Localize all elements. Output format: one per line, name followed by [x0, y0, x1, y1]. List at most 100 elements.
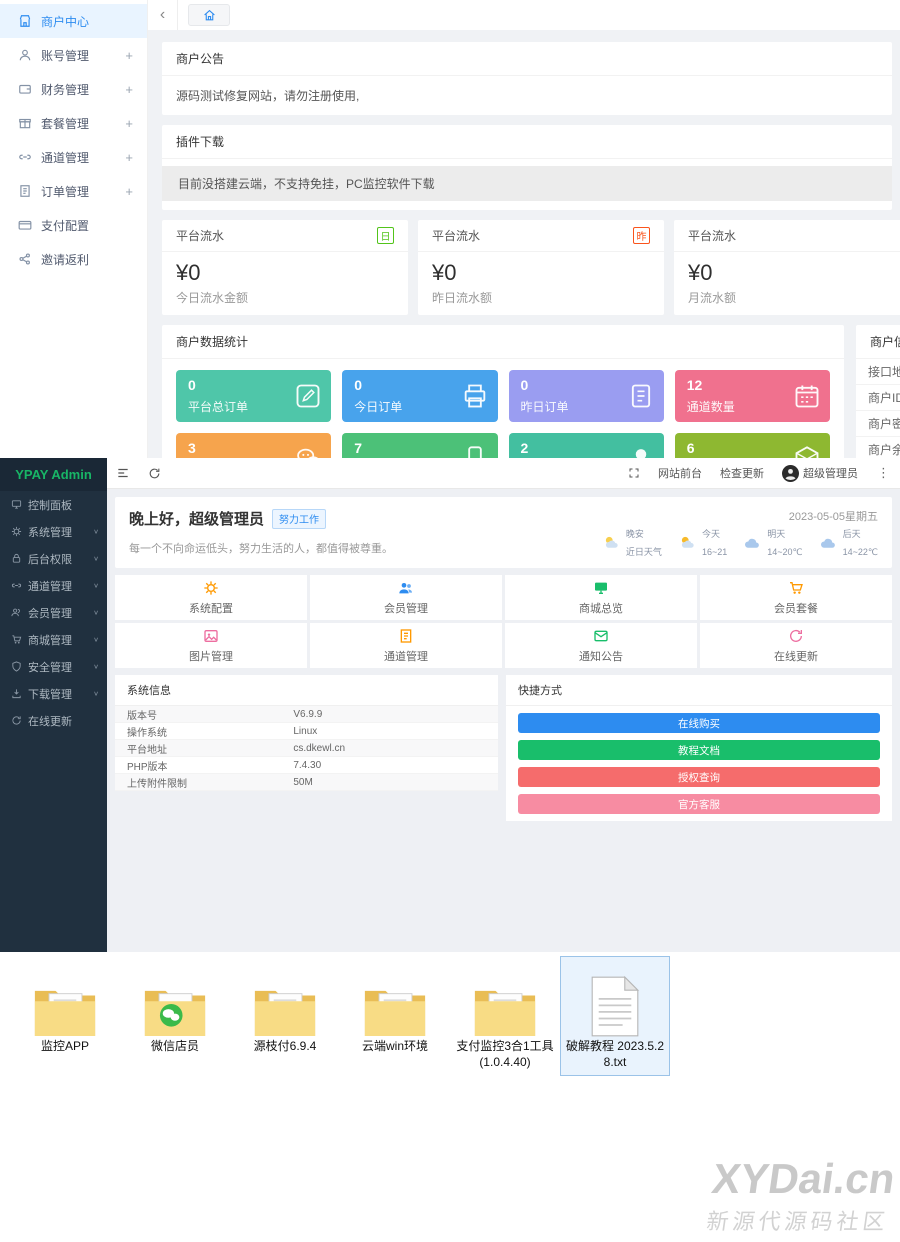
ypay-sidebar: YPAY Admin 控制面板 系统管理 ∨ 后台权限 ∨ 通道管理 ∨ 会员管… [0, 458, 107, 952]
flow-card-yesterday: 平台流水 昨 ¥0 昨日流水额 [418, 220, 664, 315]
stat-tile-yesterday-orders[interactable]: 0 昨日订单 [508, 370, 664, 422]
shortcut-member-package[interactable]: 会员套餐 [700, 575, 892, 620]
tab-home[interactable] [188, 4, 230, 26]
refresh-button[interactable] [139, 458, 170, 488]
license-query-button[interactable]: 授权查询 [518, 767, 880, 787]
weather-now: 晚安 近日天气 [602, 524, 662, 560]
sidebar-item-orders[interactable]: 订单管理 + [0, 174, 147, 208]
tutorial-docs-button[interactable]: 教程文档 [518, 740, 880, 760]
merchant-sidebar: 商户中心 账号管理 + 财务管理 + 套餐管理 + 通道管理 + 订单管理 + [0, 0, 148, 458]
admin-user-menu[interactable]: 超级管理员 [773, 458, 867, 488]
folder-icon [473, 962, 537, 1038]
back-button[interactable]: ‹ [148, 0, 178, 30]
table-row: 版本号 V6.9.9 [115, 706, 498, 723]
file-item-crack-tutorial-txt[interactable]: 破解教程 2023.5.28.txt [560, 956, 670, 1077]
fullscreen-icon[interactable] [619, 458, 649, 488]
shortcut-member-manage[interactable]: 会员管理 [310, 575, 502, 620]
sidebar-item-permission[interactable]: 后台权限 ∨ [0, 545, 107, 572]
sidebar-item-merchant-center[interactable]: 商户中心 [0, 4, 147, 38]
info-row-merchant-key: 商户密钥 [856, 411, 900, 437]
stat-tile-qq-channels[interactable]: 2 QQ通道 [508, 433, 664, 458]
frontend-link[interactable]: 网站前台 [658, 468, 702, 480]
sidebar-item-label: 支付配置 [41, 218, 90, 233]
sidebar-item-label: 控制面板 [28, 499, 72, 512]
sidebar-item-channel[interactable]: 通道管理 + [0, 140, 147, 174]
wallet-icon [18, 82, 32, 96]
flow-value: ¥0 [176, 260, 201, 285]
buy-online-button[interactable]: 在线购买 [518, 713, 880, 733]
sidebar-item-finance[interactable]: 财务管理 + [0, 72, 147, 106]
watermark-subtitle: 新源代源码社区 [704, 1209, 891, 1234]
flow-caption: 今日流水金额 [176, 291, 249, 305]
file-item-wechat-clerk[interactable]: 微信店员 [120, 956, 230, 1061]
collapse-menu-button[interactable] [107, 458, 139, 488]
merchant-stats-card: 商户数据统计 0 平台总订单 0 今日订单 0 [162, 325, 844, 458]
shortcut-mall-overview[interactable]: 商城总览 [505, 575, 697, 620]
sidebar-item-label: 订单管理 [41, 184, 90, 199]
tile-value: 7 [354, 440, 363, 456]
sidebar-item-package[interactable]: 套餐管理 + [0, 106, 147, 140]
sidebar-item-dashboard[interactable]: 控制面板 [0, 491, 107, 518]
official-support-button[interactable]: 官方客服 [518, 794, 880, 814]
moon-cloud-icon [605, 536, 618, 548]
stat-tile-channel-count[interactable]: 12 通道数量 [674, 370, 830, 422]
smartphone-icon [461, 445, 489, 458]
expand-indicator: + [125, 183, 133, 199]
sidebar-item-mall[interactable]: 商城管理 ∨ [0, 626, 107, 653]
more-menu-icon[interactable]: ⋮ [877, 465, 890, 480]
plugin-download-link[interactable]: 目前没搭建云端，不支持免挂，PC监控软件下载 [162, 166, 892, 201]
file-label: 破解教程 2023.5.28.txt [565, 1039, 665, 1069]
file-item-cloud-win[interactable]: 云端win环境 [340, 956, 450, 1061]
check-update-link[interactable]: 检查更新 [720, 468, 764, 480]
stat-tile-online-channels[interactable]: 6 在线通道 [674, 433, 830, 458]
shortcut-grid: 系统配置 会员管理 商城总览 会员套餐 图片管理 [115, 575, 892, 668]
shortcut-image-manage[interactable]: 图片管理 [115, 623, 307, 668]
cloud-icon [820, 538, 835, 548]
sidebar-item-label: 财务管理 [41, 82, 90, 97]
quick-links-title: 快捷方式 [506, 675, 892, 706]
weather-strip: 晚安 近日天气 今天 16~21 明天 14~20℃ 后天 14~22℃ [602, 524, 878, 560]
shortcut-online-update[interactable]: 在线更新 [700, 623, 892, 668]
date-text: 2023-05-05星期五 [788, 511, 878, 523]
ypay-main: 网站前台 检查更新 超级管理员 ⋮ 晚上好，超级管理员 努力工作 2023-05… [107, 458, 900, 952]
stat-tile-alipay-channels[interactable]: 7 支付宝通道 [342, 433, 498, 458]
monitor-icon [593, 580, 609, 596]
file-label: 支付监控3合1工具(1.0.4.40) [456, 1039, 554, 1069]
file-label: 监控APP [40, 1039, 89, 1053]
flow-card-today: 平台流水 日 ¥0 今日流水金额 [162, 220, 408, 315]
sidebar-item-system[interactable]: 系统管理 ∨ [0, 518, 107, 545]
sidebar-item-download[interactable]: 下载管理 ∨ [0, 680, 107, 707]
shortcut-label: 在线更新 [774, 650, 818, 663]
sidebar-item-invite-rebate[interactable]: 邀请返利 [0, 242, 147, 276]
notice-card: 商户公告 源码测试修复网站，请勿注册使用, [162, 42, 892, 115]
file-item-yuanzhifu[interactable]: 源枝付6.9.4 [230, 956, 340, 1061]
sidebar-item-pay-config[interactable]: 支付配置 [0, 208, 147, 242]
flow-card-month: 平台流水 ¥0 月流水额 [674, 220, 900, 315]
sidebar-item-members[interactable]: 会员管理 ∨ [0, 599, 107, 626]
sidebar-item-online-update[interactable]: 在线更新 [0, 707, 107, 734]
stats-row: 商户数据统计 0 平台总订单 0 今日订单 0 [162, 325, 900, 458]
shortcut-notice[interactable]: 通知公告 [505, 623, 697, 668]
file-item-monitor-app[interactable]: 监控APP [10, 956, 120, 1061]
table-row: 操作系统 Linux [115, 723, 498, 740]
shortcut-channel-manage[interactable]: 通道管理 [310, 623, 502, 668]
sidebar-item-channel[interactable]: 通道管理 ∨ [0, 572, 107, 599]
sidebar-item-account[interactable]: 账号管理 + [0, 38, 147, 72]
shortcut-system-config[interactable]: 系统配置 [115, 575, 307, 620]
cloud-icon [745, 538, 760, 548]
sidebar-item-label: 安全管理 [28, 661, 72, 674]
expand-indicator: + [125, 81, 133, 97]
merchant-content: 商户公告 源码测试修复网站，请勿注册使用, 插件下载 目前没搭建云端，不支持免挂… [148, 30, 900, 458]
flow-title: 平台流水 [688, 229, 737, 243]
chevron-down-icon: ∨ [93, 662, 99, 671]
stat-tile-today-orders[interactable]: 0 今日订单 [342, 370, 498, 422]
stat-tile-wechat-channels[interactable]: 3 微信通道 [176, 433, 332, 458]
stat-tile-total-orders[interactable]: 0 平台总订单 [176, 370, 332, 422]
sidebar-item-label: 通道管理 [41, 150, 90, 165]
file-item-pay-monitor-tool[interactable]: 支付监控3合1工具(1.0.4.40) [450, 956, 560, 1076]
folder-icon [363, 962, 427, 1038]
users-icon [11, 607, 22, 618]
sidebar-item-label: 套餐管理 [41, 116, 90, 131]
info-row-balance: 商户余额 [856, 437, 900, 458]
sidebar-item-security[interactable]: 安全管理 ∨ [0, 653, 107, 680]
